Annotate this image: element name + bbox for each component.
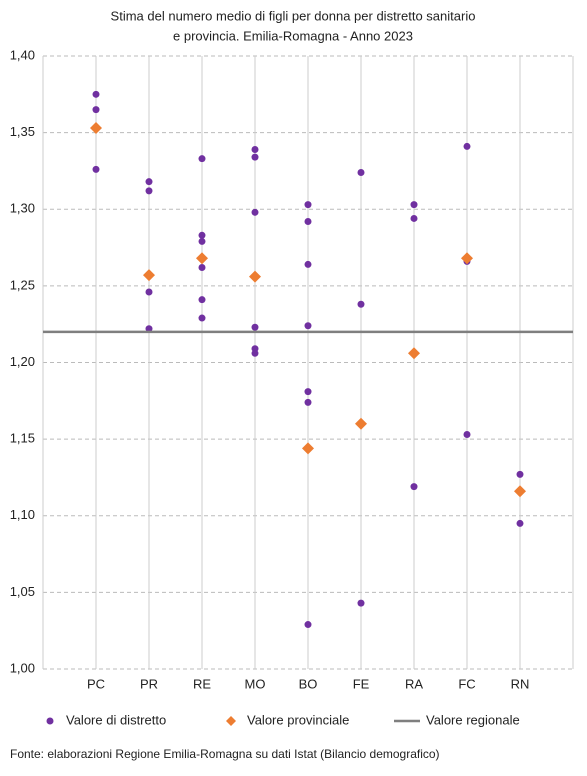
district-point bbox=[92, 90, 100, 98]
province-point bbox=[302, 442, 314, 455]
province-point bbox=[408, 347, 420, 360]
district-point bbox=[304, 218, 312, 226]
district-point bbox=[516, 470, 524, 478]
district-point bbox=[145, 288, 153, 296]
district-point bbox=[251, 323, 259, 331]
province-point bbox=[249, 270, 261, 283]
y-tick-label: 1,05 bbox=[10, 584, 35, 599]
district-point bbox=[357, 300, 365, 308]
district-point bbox=[304, 388, 312, 396]
y-tick-label: 1,40 bbox=[10, 47, 35, 62]
legend-label: Valore di distretto bbox=[66, 712, 166, 727]
district-point bbox=[410, 483, 418, 491]
district-point bbox=[357, 168, 365, 176]
district-point bbox=[198, 263, 206, 271]
y-tick-label: 1,30 bbox=[10, 201, 35, 216]
province-point bbox=[514, 485, 526, 498]
y-tick-label: 1,25 bbox=[10, 277, 35, 292]
x-tick-label: PR bbox=[140, 676, 158, 691]
district-point bbox=[410, 214, 418, 222]
district-point bbox=[304, 621, 312, 629]
district-point bbox=[304, 322, 312, 330]
district-point bbox=[251, 145, 259, 153]
district-point bbox=[145, 325, 153, 333]
district-point bbox=[304, 398, 312, 406]
y-tick-label: 1,10 bbox=[10, 507, 35, 522]
district-point bbox=[463, 431, 471, 439]
district-point bbox=[198, 237, 206, 245]
province-point bbox=[196, 252, 208, 265]
district-point bbox=[304, 260, 312, 268]
x-tick-label: FE bbox=[353, 676, 370, 691]
district-point bbox=[198, 231, 206, 239]
source: Fonte: elaborazioni Regione Emilia-Romag… bbox=[10, 747, 440, 761]
x-tick-label: RE bbox=[193, 676, 211, 691]
y-tick-label: 1,20 bbox=[10, 354, 35, 369]
district-point bbox=[410, 201, 418, 209]
x-tick-label: RN bbox=[511, 676, 530, 691]
district-point bbox=[198, 155, 206, 163]
district-point bbox=[92, 106, 100, 114]
district-point bbox=[92, 165, 100, 173]
x-tick-label: FC bbox=[458, 676, 475, 691]
district-point bbox=[357, 599, 365, 607]
district-point bbox=[198, 314, 206, 322]
y-tick-label: 1,00 bbox=[10, 660, 35, 675]
legend-label: Valore provinciale bbox=[247, 712, 349, 727]
district-point bbox=[251, 208, 259, 216]
y-tick-label: 1,15 bbox=[10, 431, 35, 446]
x-tick-label: PC bbox=[87, 676, 105, 691]
x-tick-label: RA bbox=[405, 676, 423, 691]
district-point bbox=[251, 349, 259, 357]
district-point bbox=[145, 178, 153, 186]
province-point bbox=[355, 417, 367, 430]
district-point bbox=[145, 187, 153, 195]
district-point bbox=[463, 142, 471, 150]
province-point bbox=[90, 122, 102, 135]
legend-marker bbox=[46, 717, 54, 725]
y-tick-label: 1,35 bbox=[10, 124, 35, 139]
chart-title: Stima del numero medio di figli per donn… bbox=[111, 8, 476, 23]
x-tick-label: MO bbox=[245, 676, 266, 691]
legend-marker bbox=[226, 716, 236, 726]
province-point bbox=[461, 252, 473, 265]
chart-title: e provincia. Emilia-Romagna - Anno 2023 bbox=[173, 28, 413, 43]
district-point bbox=[198, 296, 206, 304]
district-point bbox=[251, 153, 259, 161]
province-point bbox=[143, 269, 155, 282]
district-point bbox=[516, 519, 524, 527]
legend-label: Valore regionale bbox=[426, 712, 520, 727]
district-point bbox=[304, 201, 312, 209]
x-tick-label: BO bbox=[299, 676, 318, 691]
